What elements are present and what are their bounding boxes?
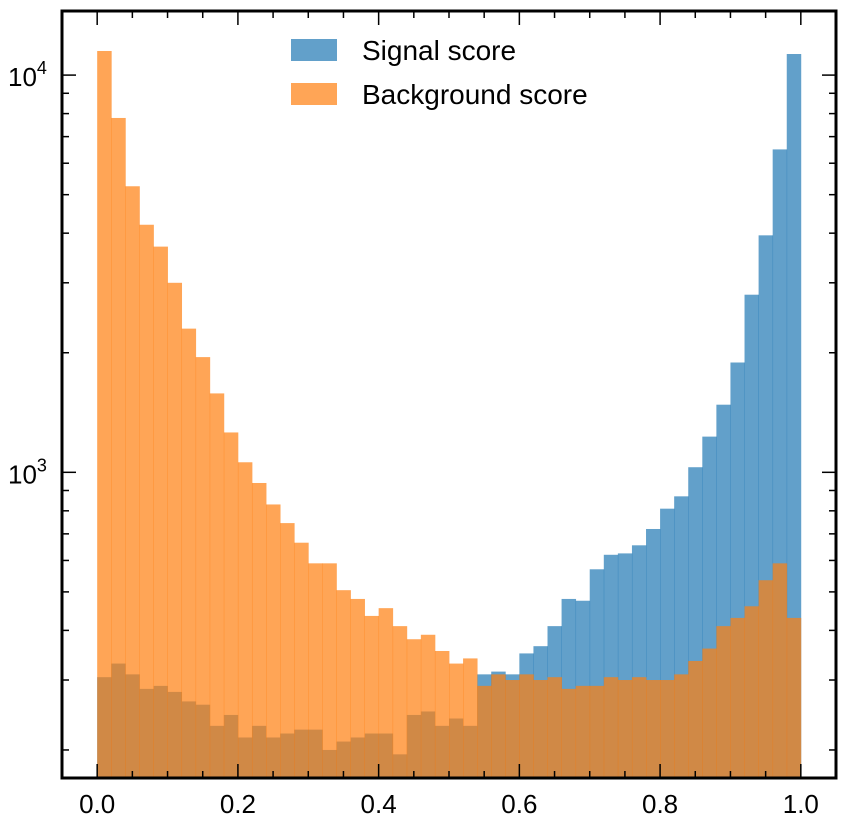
bar xyxy=(519,674,534,778)
bar xyxy=(434,650,450,778)
x-tick-label: 0.8 xyxy=(642,789,678,819)
bar xyxy=(744,606,759,778)
bar xyxy=(449,663,464,778)
bar xyxy=(533,680,548,778)
bar xyxy=(702,648,717,778)
x-tick-label: 0.2 xyxy=(220,789,256,819)
bar xyxy=(266,504,281,778)
bar xyxy=(772,563,788,778)
bar xyxy=(223,432,239,778)
legend-swatch-signal xyxy=(291,39,337,61)
bar xyxy=(167,282,183,778)
bar xyxy=(336,590,351,778)
bar xyxy=(195,357,211,778)
bar xyxy=(406,639,422,778)
ticks-layer: 0.0 0.2 0.4 0.6 0.8 1.0 103 104 xyxy=(8,11,837,819)
legend-label-signal: Signal score xyxy=(362,35,516,66)
bar xyxy=(97,50,112,779)
bar xyxy=(575,685,591,778)
x-tick-label: 1.0 xyxy=(783,789,819,819)
bar xyxy=(674,674,689,778)
bar xyxy=(251,482,267,778)
x-tick-label: 0.4 xyxy=(361,789,397,819)
bar xyxy=(308,563,323,778)
bar xyxy=(561,688,577,778)
bar xyxy=(463,658,478,778)
bar xyxy=(716,626,731,778)
bar xyxy=(209,393,225,778)
bar xyxy=(350,598,365,778)
bar xyxy=(294,542,309,778)
bar xyxy=(181,328,197,778)
bar xyxy=(237,462,253,778)
bar xyxy=(125,186,140,778)
legend-swatch-background xyxy=(291,83,337,105)
bar xyxy=(111,117,126,778)
bar xyxy=(420,634,436,778)
series-background xyxy=(97,50,802,779)
bar xyxy=(589,685,605,778)
bar xyxy=(322,563,337,778)
bar xyxy=(603,677,619,778)
bar xyxy=(786,54,802,778)
bar xyxy=(392,626,408,778)
bar xyxy=(730,617,745,778)
y-tick-label: 103 xyxy=(8,455,47,489)
bar xyxy=(758,580,774,778)
x-tick-label: 0.6 xyxy=(501,789,537,819)
bar xyxy=(477,685,492,778)
y-tick-label: 104 xyxy=(8,58,47,92)
bar xyxy=(505,680,520,778)
legend: Signal score Background score xyxy=(291,35,588,110)
legend-label-background: Background score xyxy=(362,79,588,110)
bar xyxy=(153,246,168,778)
bar xyxy=(631,677,647,778)
bar xyxy=(547,677,562,778)
bar xyxy=(139,224,154,778)
bar xyxy=(280,523,295,778)
bars-layer xyxy=(97,50,802,779)
bar xyxy=(786,617,802,778)
bar xyxy=(491,674,506,778)
x-tick-label: 0.0 xyxy=(79,789,115,819)
bar xyxy=(688,660,703,778)
bar xyxy=(378,608,394,778)
bar xyxy=(617,680,633,778)
plot-frame xyxy=(60,9,838,780)
bar xyxy=(364,615,380,778)
bar xyxy=(646,680,661,778)
bar xyxy=(660,680,675,778)
